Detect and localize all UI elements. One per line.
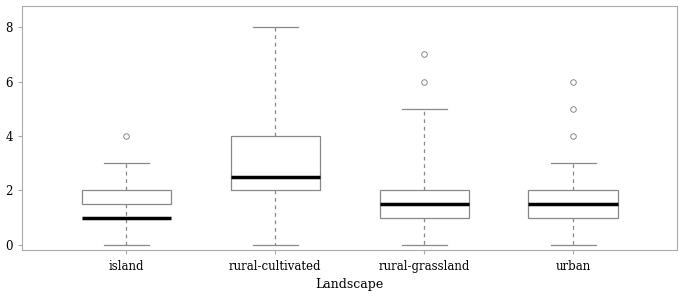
PathPatch shape — [380, 190, 469, 217]
PathPatch shape — [231, 136, 320, 190]
PathPatch shape — [82, 190, 171, 204]
PathPatch shape — [529, 190, 618, 217]
X-axis label: Landscape: Landscape — [316, 279, 384, 291]
